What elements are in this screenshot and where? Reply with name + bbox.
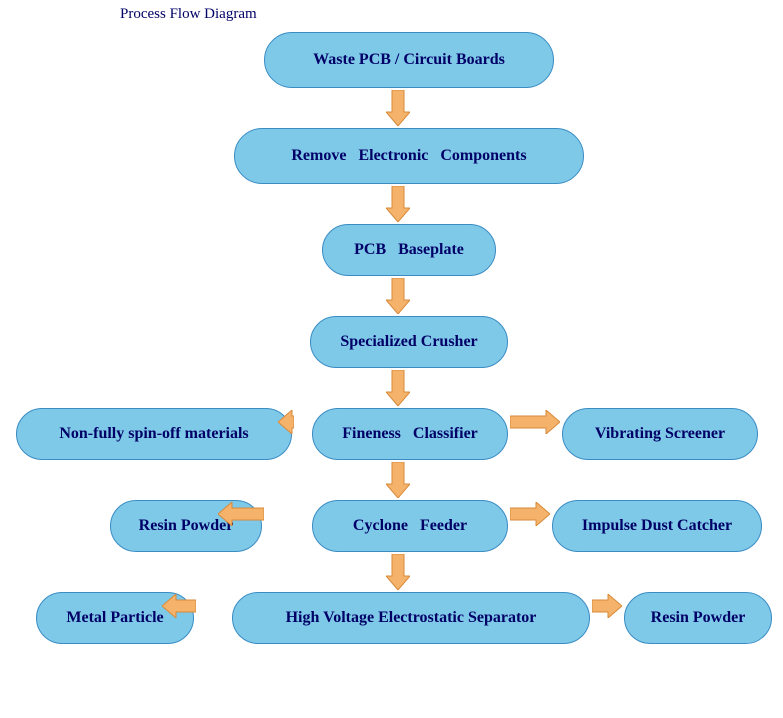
node-dust-catcher: Impulse Dust Catcher [552, 500, 762, 552]
arrow-a8 [218, 502, 264, 526]
arrow-a3 [386, 278, 410, 314]
arrow-a5 [278, 410, 294, 434]
arrow-a4 [386, 370, 410, 406]
node-cyclone: Cyclone Feeder [312, 500, 508, 552]
arrow-a10 [386, 554, 410, 590]
arrow-a6 [510, 410, 560, 434]
node-vib-screener: Vibrating Screener [562, 408, 758, 460]
arrow-a1 [386, 90, 410, 126]
arrow-a2 [386, 186, 410, 222]
node-non-fully: Non-fully spin-off materials [16, 408, 292, 460]
arrow-a11 [162, 594, 196, 618]
node-hv-separator: High Voltage Electrostatic Separator [232, 592, 590, 644]
node-remove-comp: Remove Electronic Components [234, 128, 584, 184]
node-pcb-baseplate: PCB Baseplate [322, 224, 496, 276]
node-waste-pcb: Waste PCB / Circuit Boards [264, 32, 554, 88]
arrow-a9 [510, 502, 550, 526]
node-crusher: Specialized Crusher [310, 316, 508, 368]
arrow-a12 [592, 594, 622, 618]
arrow-a7 [386, 462, 410, 498]
node-resin-powder-2: Resin Powder [624, 592, 772, 644]
diagram-title: Process Flow Diagram [120, 6, 257, 23]
node-fineness: Fineness Classifier [312, 408, 508, 460]
